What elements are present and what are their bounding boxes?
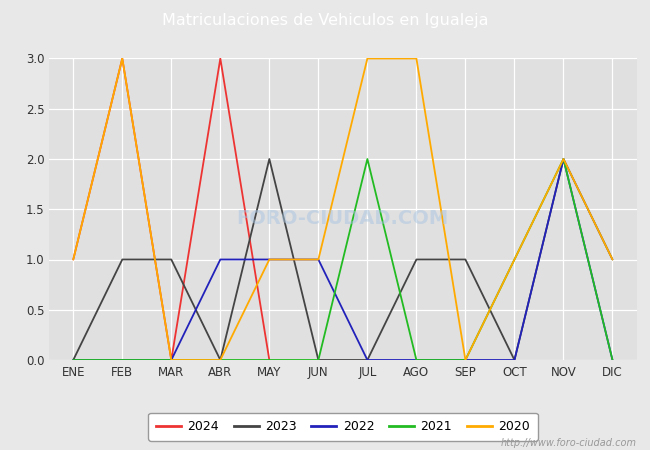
Legend: 2024, 2023, 2022, 2021, 2020: 2024, 2023, 2022, 2021, 2020	[148, 413, 538, 441]
Text: http://www.foro-ciudad.com: http://www.foro-ciudad.com	[501, 438, 637, 448]
Text: FORO-CIUDAD.COM: FORO-CIUDAD.COM	[237, 209, 449, 228]
Text: Matriculaciones de Vehiculos en Igualeja: Matriculaciones de Vehiculos en Igualeja	[162, 13, 488, 28]
